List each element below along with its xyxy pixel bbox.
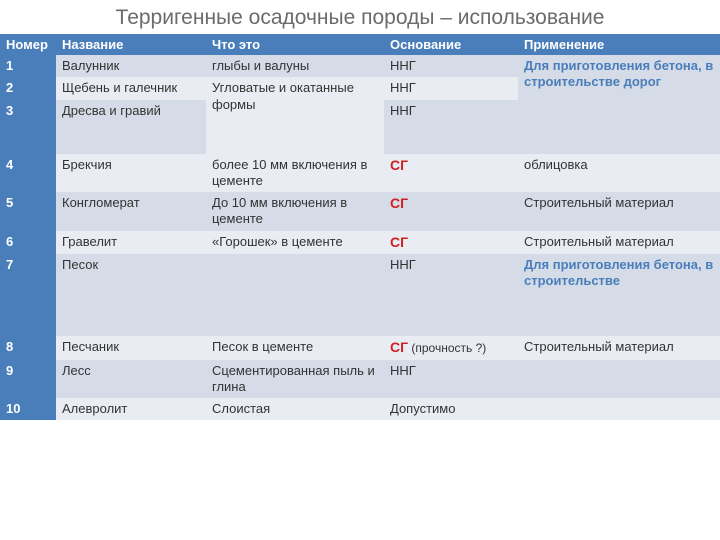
- cell-name: Лесс: [56, 360, 206, 399]
- cell-basis: СГ: [384, 192, 518, 231]
- col-num: Номер: [0, 34, 56, 55]
- cell-what: Угловатые и окатанные формы: [206, 77, 384, 153]
- cell-name: Песчаник: [56, 336, 206, 360]
- cell-what: [206, 254, 384, 336]
- table-row: 5 Конгломерат До 10 мм включения в цемен…: [0, 192, 720, 231]
- cell-num: 8: [0, 336, 56, 360]
- cell-num: 2: [0, 77, 56, 99]
- col-app: Применение: [518, 34, 720, 55]
- cell-app: Строительный материал: [518, 231, 720, 255]
- rock-table: Номер Название Что это Основание Примене…: [0, 34, 720, 420]
- cell-app: [518, 398, 720, 420]
- cell-app: Строительный материал: [518, 336, 720, 360]
- cell-what: «Горошек» в цементе: [206, 231, 384, 255]
- cell-num: 7: [0, 254, 56, 336]
- cell-name: Алевролит: [56, 398, 206, 420]
- table-header-row: Номер Название Что это Основание Примене…: [0, 34, 720, 55]
- cell-app: облицовка: [518, 154, 720, 193]
- cell-basis: ННГ: [384, 254, 518, 336]
- table-row: 6 Гравелит «Горошек» в цементе СГ Строит…: [0, 231, 720, 255]
- table-row: 8 Песчаник Песок в цементе СГ (прочность…: [0, 336, 720, 360]
- table-row: 1 Валунник глыбы и валуны ННГ Для пригот…: [0, 55, 720, 77]
- cell-num: 1: [0, 55, 56, 77]
- cell-app-merged: Для приготовления бетона, в строительств…: [518, 55, 720, 154]
- cell-name: Щебень и галечник: [56, 77, 206, 99]
- page-title: Терригенные осадочные породы – использов…: [0, 0, 720, 34]
- cell-num: 4: [0, 154, 56, 193]
- cell-name: Конгломерат: [56, 192, 206, 231]
- cell-basis: СГ (прочность ?): [384, 336, 518, 360]
- cell-basis: Допустимо: [384, 398, 518, 420]
- table-row: 9 Лесс Сцементированная пыль и глина ННГ: [0, 360, 720, 399]
- table-row: 7 Песок ННГ Для приготовления бетона, в …: [0, 254, 720, 336]
- cell-app: Для приготовления бетона, в строительств…: [518, 254, 720, 336]
- cell-name: Гравелит: [56, 231, 206, 255]
- cell-basis: ННГ: [384, 55, 518, 77]
- cell-basis: ННГ: [384, 100, 518, 154]
- cell-basis: СГ: [384, 231, 518, 255]
- cell-num: 3: [0, 100, 56, 154]
- cell-num: 10: [0, 398, 56, 420]
- cell-what: Слоистая: [206, 398, 384, 420]
- cell-app: [518, 360, 720, 399]
- cell-what: Песок в цементе: [206, 336, 384, 360]
- cell-basis: СГ: [384, 154, 518, 193]
- cell-basis: ННГ: [384, 77, 518, 99]
- col-basis: Основание: [384, 34, 518, 55]
- cell-num: 5: [0, 192, 56, 231]
- cell-name: Брекчия: [56, 154, 206, 193]
- cell-name: Валунник: [56, 55, 206, 77]
- col-name: Название: [56, 34, 206, 55]
- cell-name: Дресва и гравий: [56, 100, 206, 154]
- cell-num: 9: [0, 360, 56, 399]
- table-row: 10 Алевролит Слоистая Допустимо: [0, 398, 720, 420]
- cell-what: глыбы и валуны: [206, 55, 384, 77]
- cell-app: Строительный материал: [518, 192, 720, 231]
- cell-num: 6: [0, 231, 56, 255]
- cell-what: До 10 мм включения в цементе: [206, 192, 384, 231]
- cell-what: более 10 мм включения в цементе: [206, 154, 384, 193]
- col-what: Что это: [206, 34, 384, 55]
- table-row: 4 Брекчия более 10 мм включения в цемент…: [0, 154, 720, 193]
- cell-what: Сцементированная пыль и глина: [206, 360, 384, 399]
- cell-name: Песок: [56, 254, 206, 336]
- cell-basis: ННГ: [384, 360, 518, 399]
